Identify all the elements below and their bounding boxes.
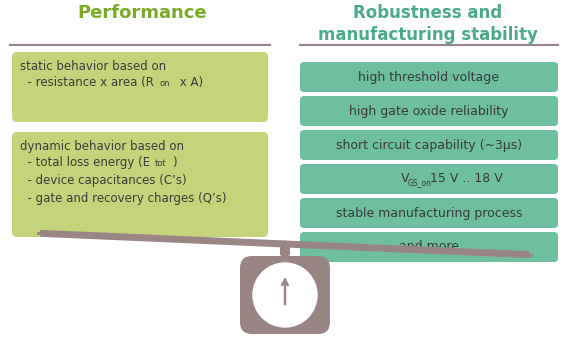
FancyBboxPatch shape (300, 130, 558, 160)
FancyBboxPatch shape (300, 62, 558, 92)
FancyBboxPatch shape (300, 232, 558, 262)
FancyBboxPatch shape (300, 164, 558, 194)
Text: high threshold voltage: high threshold voltage (359, 70, 499, 83)
FancyBboxPatch shape (300, 96, 558, 126)
Text: Performance: Performance (77, 4, 207, 22)
Text: dynamic behavior based on: dynamic behavior based on (20, 140, 184, 153)
FancyBboxPatch shape (12, 52, 268, 122)
Text: - total loss energy (E: - total loss energy (E (20, 156, 150, 169)
Text: 15 V .. 18 V: 15 V .. 18 V (426, 172, 503, 186)
Text: - device capacitances (C’s): - device capacitances (C’s) (20, 174, 186, 187)
Text: tot: tot (155, 158, 166, 168)
Text: - gate and recovery charges (Q’s): - gate and recovery charges (Q’s) (20, 192, 226, 205)
Text: static behavior based on: static behavior based on (20, 60, 166, 73)
Text: ): ) (172, 156, 177, 169)
Text: Robustness and
manufacturing stability: Robustness and manufacturing stability (318, 4, 538, 44)
Polygon shape (40, 230, 530, 258)
Text: short circuit capability (∼3μs): short circuit capability (∼3μs) (336, 138, 522, 151)
FancyBboxPatch shape (280, 246, 290, 256)
Text: GS_on: GS_on (408, 178, 432, 187)
FancyBboxPatch shape (12, 132, 268, 237)
FancyBboxPatch shape (300, 198, 558, 228)
Text: high gate oxide reliability: high gate oxide reliability (349, 105, 509, 118)
Text: - resistance x area (R: - resistance x area (R (20, 76, 154, 89)
Circle shape (253, 263, 317, 327)
FancyBboxPatch shape (240, 256, 330, 334)
Text: V: V (401, 172, 409, 186)
Text: stable manufacturing process: stable manufacturing process (336, 207, 522, 220)
Polygon shape (280, 240, 290, 246)
Text: x A): x A) (176, 76, 203, 89)
Text: on: on (160, 78, 170, 88)
Text: and more: and more (399, 240, 459, 253)
